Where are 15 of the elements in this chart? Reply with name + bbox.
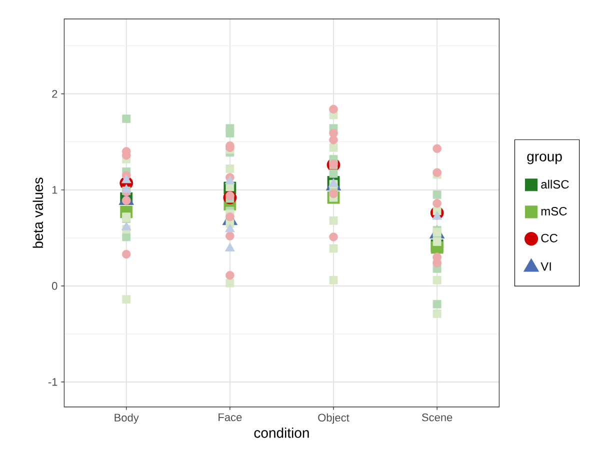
y-tick-label: -1 (48, 378, 58, 386)
legend-label: allSC (541, 180, 569, 189)
x-tick-label: Object (318, 413, 350, 424)
y-tick-label: 0 (52, 282, 58, 290)
legend-title: group (527, 154, 562, 164)
legend-label: mSC (541, 206, 567, 216)
x-axis-title: condition (254, 428, 309, 438)
legend-label: CC (541, 234, 558, 242)
x-tick-label: Body (114, 413, 139, 424)
y-tick-label: 1 (52, 186, 58, 194)
x-tick-label: Scene (422, 413, 452, 422)
y-tick-label: 2 (52, 90, 58, 98)
legend-label: VI (540, 262, 551, 271)
x-tick-label: Face (218, 413, 242, 422)
y-axis-title: beta values (32, 178, 44, 248)
